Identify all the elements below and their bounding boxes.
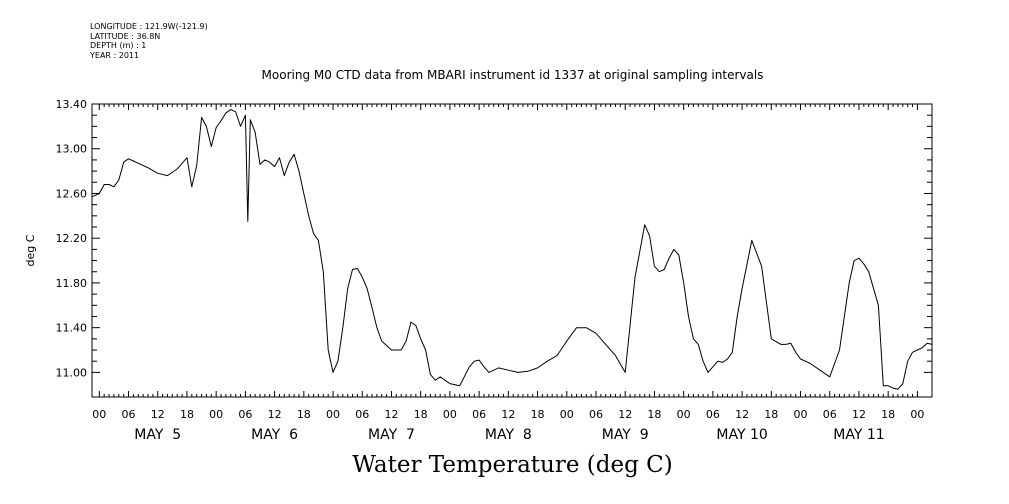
chart-title: Mooring M0 CTD data from MBARI instrumen…	[261, 68, 764, 82]
x-tick-label: 18	[180, 408, 194, 421]
x-tick-label: 12	[735, 408, 749, 421]
x-tick-label: 12	[501, 408, 515, 421]
x-tick-label: 00	[443, 408, 457, 421]
y-tick-label: 12.60	[56, 187, 88, 200]
x-tick-label: 18	[297, 408, 311, 421]
x-tick-label: 06	[589, 408, 603, 421]
x-tick-label: 00	[209, 408, 223, 421]
y-tick-label: 12.20	[56, 232, 88, 245]
x-tick-label: 06	[355, 408, 369, 421]
y-tick-label: 13.40	[56, 98, 88, 111]
x-tick-label: 00	[794, 408, 808, 421]
x-axis-title-row: Water Temperature (deg C)	[0, 452, 1009, 478]
x-tick-label: 12	[852, 408, 866, 421]
day-label: MAY 8	[485, 427, 532, 443]
y-tick-label: 11.40	[56, 322, 88, 335]
x-tick-label: 12	[618, 408, 632, 421]
x-tick-label: 00	[677, 408, 691, 421]
y-tick-label: 11.80	[56, 277, 88, 290]
year-label: YEAR : 2011	[90, 50, 140, 60]
day-label: MAY 5	[134, 427, 181, 443]
plot-frame	[91, 103, 933, 398]
x-tick-label: 18	[881, 408, 895, 421]
day-label: MAY 6	[251, 427, 298, 443]
x-tick-label: 06	[823, 408, 837, 421]
chart-title-row: Mooring M0 CTD data from MBARI instrumen…	[0, 68, 1009, 82]
day-label: MAY 7	[368, 427, 415, 443]
x-tick-label: 06	[472, 408, 486, 421]
x-tick-label: 06	[122, 408, 136, 421]
x-tick-label: 00	[326, 408, 340, 421]
y-tick-label: 11.00	[56, 366, 88, 379]
metadata-block: LONGITUDE : 121.9W(-121.9) LATITUDE : 36…	[90, 22, 208, 60]
latitude-label: LATITUDE : 36.8N	[90, 31, 161, 41]
day-label: MAY 11	[833, 427, 884, 443]
y-tick-label: 13.00	[56, 143, 88, 156]
x-tick-label: 12	[151, 408, 165, 421]
x-tick-label: 00	[92, 408, 106, 421]
depth-label: DEPTH (m) : 1	[90, 41, 147, 50]
x-tick-label: 18	[764, 408, 778, 421]
x-tick-label: 00	[910, 408, 924, 421]
x-tick-label: 00	[560, 408, 574, 421]
x-tick-label: 12	[384, 408, 398, 421]
x-tick-label: 18	[647, 408, 661, 421]
longitude-label: LONGITUDE : 121.9W(-121.9)	[90, 22, 208, 31]
x-tick-label: 06	[706, 408, 720, 421]
day-label: MAY 9	[602, 427, 649, 443]
water-temperature-line	[91, 109, 933, 390]
x-tick-label: 06	[238, 408, 252, 421]
y-axis-label: deg C	[24, 234, 37, 266]
x-tick-label: 18	[414, 408, 428, 421]
x-axis-title: Water Temperature (deg C)	[352, 452, 673, 478]
x-tick-label: 18	[531, 408, 545, 421]
day-label: MAY 10	[716, 427, 767, 443]
x-tick-label: 12	[268, 408, 282, 421]
